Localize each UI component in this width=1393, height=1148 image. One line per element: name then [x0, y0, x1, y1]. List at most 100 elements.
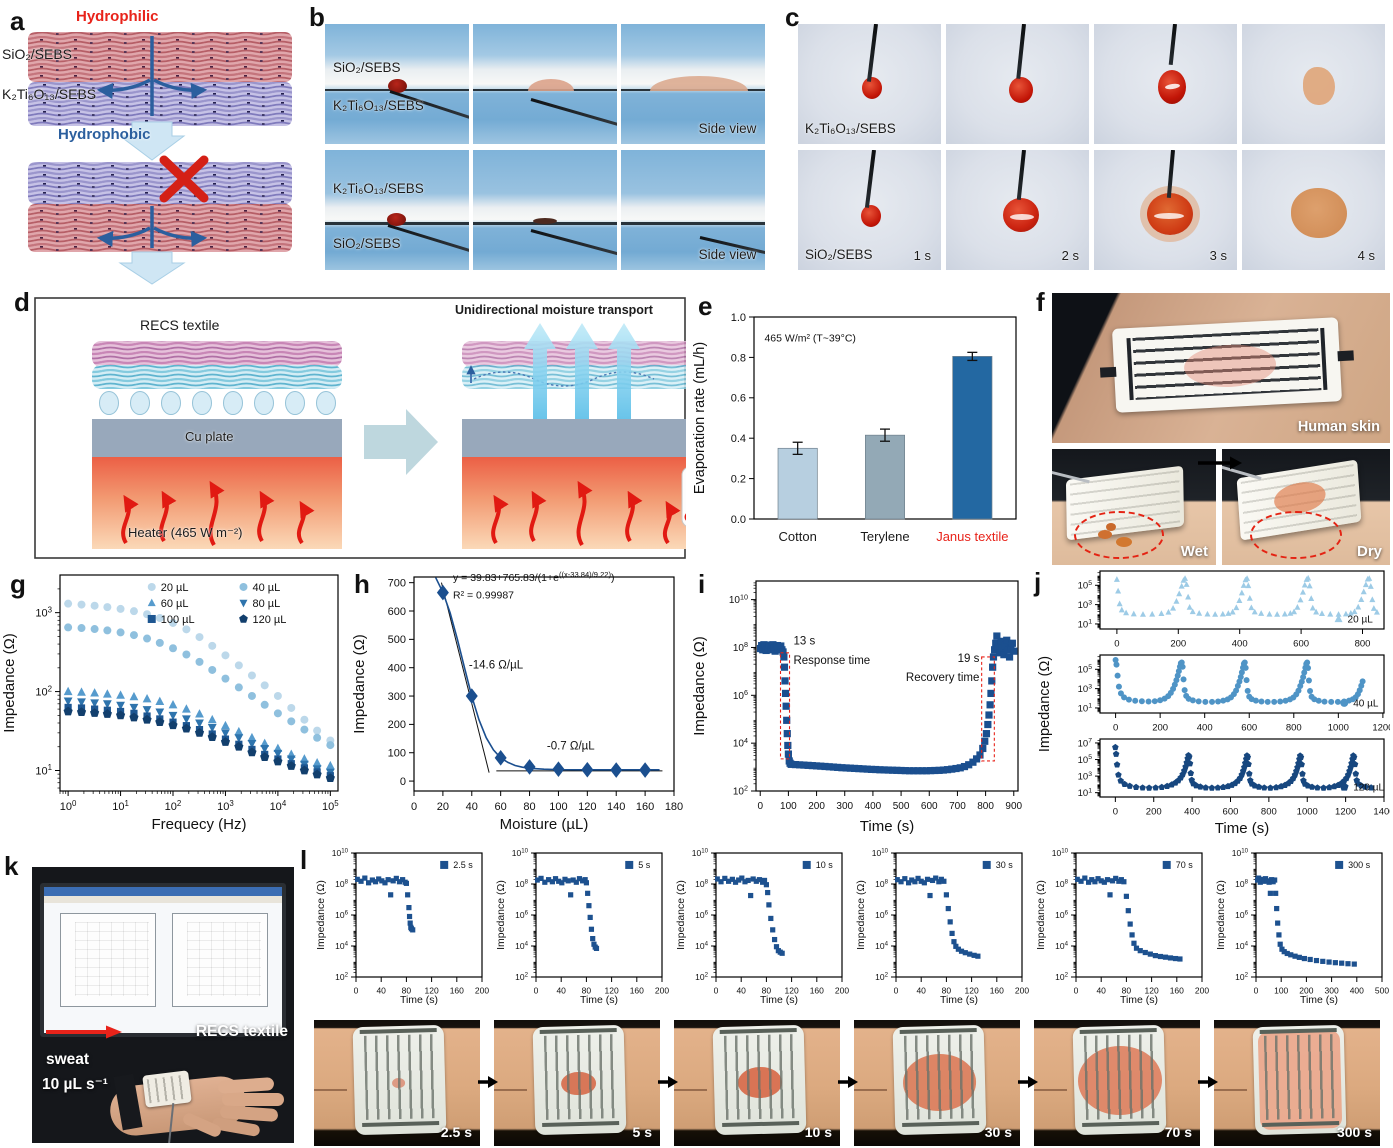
- panel-letter-i: i: [698, 569, 706, 599]
- svg-text:101: 101: [35, 763, 52, 777]
- wrist-sensor: [352, 1025, 447, 1136]
- panel-letter-c: c: [785, 2, 800, 32]
- svg-text:Frequecy (Hz): Frequecy (Hz): [151, 816, 246, 833]
- sweat-residue: [1106, 523, 1116, 531]
- recs-textile-left: [92, 341, 342, 389]
- cycling-chart-40ul: 0 200 400 600 800 1000 1200 101 103 105 40 µL: [1060, 651, 1393, 740]
- photo-wrist-2-5s: 2.5 s: [314, 1020, 480, 1146]
- svg-text:0: 0: [1113, 723, 1118, 734]
- svg-text:0.6: 0.6: [731, 393, 746, 405]
- panel-c-absorption-sequence: c K₂Ti₆O₁₃/SEBS SiO₂/SEBS 1 s: [780, 0, 1393, 285]
- svg-text:600: 600: [921, 801, 938, 812]
- svg-text:120: 120: [785, 986, 799, 996]
- terminal-right: [1337, 350, 1354, 362]
- svg-text:13 s: 13 s: [793, 636, 815, 648]
- monitor: [40, 883, 286, 1037]
- svg-text:300: 300: [836, 801, 853, 812]
- photo-wrist-30s: 30 s: [854, 1020, 1020, 1146]
- svg-text:0: 0: [411, 801, 417, 813]
- svg-text:600: 600: [1223, 807, 1239, 818]
- photo-wet-textile: Wet: [1052, 449, 1216, 565]
- panel-letter-j: j: [1034, 567, 1042, 597]
- svg-text:120: 120: [965, 986, 979, 996]
- k2ti6o13-sebs-label: K₂Ti₆O₁₃/SEBS: [805, 120, 896, 136]
- wrist-sensor: [532, 1025, 627, 1136]
- svg-text:200: 200: [835, 986, 849, 996]
- side-view-label: Side view: [698, 120, 757, 136]
- time-label: 3 s: [1209, 247, 1227, 263]
- svg-text:Time (s): Time (s): [1300, 994, 1338, 1006]
- sio2-sebs-label: SiO₂/SEBS: [805, 246, 873, 262]
- svg-text:40: 40: [1096, 986, 1106, 996]
- svg-text:0.4: 0.4: [731, 433, 746, 445]
- svg-text:104: 104: [875, 941, 888, 951]
- svg-text:20 µL: 20 µL: [161, 582, 189, 594]
- svg-text:Impedance (Ω): Impedance (Ω): [351, 634, 368, 734]
- photo-c-row1-1s: K₂Ti₆O₁₃/SEBS: [798, 24, 941, 144]
- svg-text:800: 800: [1355, 639, 1371, 650]
- photo-c-row2-3s: 3 s: [1094, 150, 1237, 270]
- svg-text:40: 40: [466, 801, 478, 813]
- electrode-fingers: [1263, 1034, 1336, 1121]
- cu-plate-left: [92, 419, 342, 457]
- side-view-label: Side view: [698, 246, 757, 262]
- svg-text:300: 300: [388, 691, 406, 703]
- svg-text:600: 600: [1293, 639, 1309, 650]
- sensor-stripes: [146, 1074, 188, 1104]
- dye-droplet: [862, 76, 883, 99]
- svg-text:120: 120: [578, 801, 596, 813]
- photo-b-row1-col1: SiO₂/SEBS K₂Ti₆O₁₃/SEBS: [325, 24, 469, 144]
- sequence-arrow-icon: [1198, 1076, 1218, 1088]
- svg-text:Response time: Response time: [793, 655, 870, 667]
- window-title-bar: [44, 887, 282, 896]
- photo-b-row2-col1: K₂Ti₆O₁₃/SEBS SiO₂/SEBS: [325, 150, 469, 270]
- svg-text:Janus textile: Janus textile: [936, 529, 1008, 544]
- photo-b-row1-col2: [473, 24, 617, 144]
- sweat-residue: [1116, 537, 1132, 547]
- time-label: 30 s: [984, 1124, 1012, 1140]
- dye-droplet: [1008, 76, 1033, 103]
- sio2-sebs-label: SiO₂/SEBS: [2, 46, 73, 62]
- svg-text:200: 200: [808, 801, 825, 812]
- moisture-arrows-top: [96, 36, 208, 116]
- bottom-layer-label: K₂Ti₆O₁₃/SEBS: [333, 98, 424, 114]
- svg-text:0.2: 0.2: [731, 473, 746, 485]
- panel-g-impedance-frequency: g 100 101 102 103 104 105 101 102 103 Frequecy (H…: [0, 565, 350, 845]
- photo-dry-textile: Dry: [1222, 449, 1390, 565]
- svg-text:120: 120: [1145, 986, 1159, 996]
- svg-text:Time (s): Time (s): [580, 994, 618, 1006]
- skin-crease: [1214, 1089, 1248, 1092]
- timed-chart-30s: 0 40 80 120 160 200 102 104 106 108 1010 Time (s) Im…: [854, 845, 1030, 1018]
- k2ti6o13-sebs-label: K₂Ti₆O₁₃/SEBS: [2, 86, 97, 102]
- svg-text:1010: 1010: [872, 848, 889, 858]
- svg-text:102: 102: [1055, 972, 1068, 982]
- svg-text:108: 108: [515, 879, 528, 889]
- svg-text:70 s: 70 s: [1176, 860, 1194, 870]
- moisture-arrows-bottom: [96, 206, 208, 248]
- photo-wrist-70s: 70 s: [1034, 1020, 1200, 1146]
- fabric-bottom-hydrophobic: [28, 162, 292, 252]
- svg-text:400: 400: [865, 801, 882, 812]
- svg-text:19 s: 19 s: [958, 653, 980, 665]
- svg-text:400: 400: [1350, 986, 1364, 996]
- svg-text:107: 107: [1078, 738, 1093, 750]
- svg-text:200: 200: [655, 986, 669, 996]
- svg-text:160: 160: [1170, 986, 1184, 996]
- svg-text:140: 140: [607, 801, 625, 813]
- cu-plate-label: Cu plate: [185, 429, 234, 444]
- panel-letter-l: l: [300, 845, 308, 875]
- water-droplets-row: [99, 391, 336, 415]
- svg-text:101: 101: [1078, 787, 1093, 799]
- panel-letter-d: d: [14, 287, 30, 317]
- svg-text:108: 108: [335, 879, 348, 889]
- svg-text:103: 103: [217, 799, 234, 813]
- skin-crease: [854, 1089, 888, 1092]
- svg-text:200: 200: [1195, 986, 1209, 996]
- svg-text:160: 160: [990, 986, 1004, 996]
- svg-text:Recovery time: Recovery time: [906, 672, 980, 684]
- svg-text:Impedance (Ω): Impedance (Ω): [1215, 880, 1227, 950]
- svg-text:80: 80: [582, 986, 592, 996]
- panel-letter-h: h: [354, 569, 370, 599]
- svg-text:400: 400: [1184, 807, 1200, 818]
- cycling-chart-20ul: 0 200 400 600 800 101 103 105 20 µL: [1060, 567, 1390, 656]
